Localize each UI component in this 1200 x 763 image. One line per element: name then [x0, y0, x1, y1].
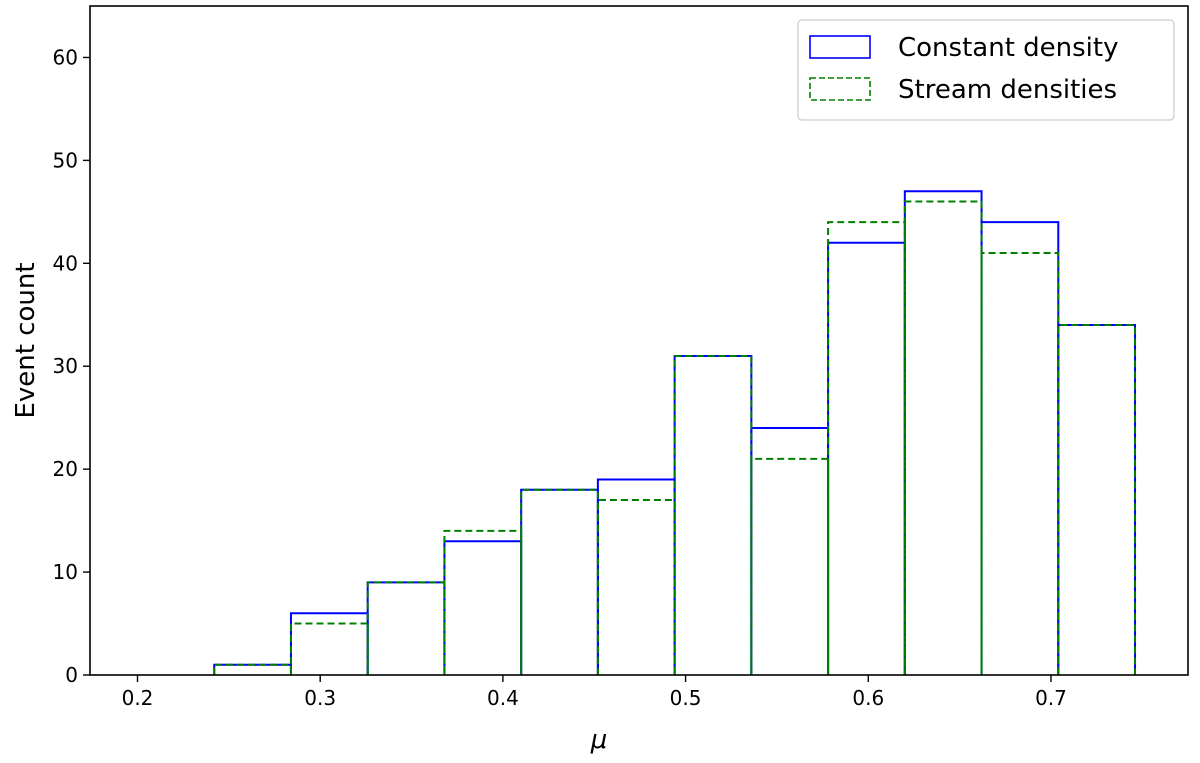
histogram-bar	[1057, 324, 1137, 675]
plot-frame	[89, 5, 1189, 676]
histogram-bar	[596, 499, 676, 675]
y-tick-label: 30	[53, 354, 78, 378]
histogram-bar	[1057, 324, 1137, 675]
histogram-bar	[750, 426, 830, 675]
histogram-bar	[213, 663, 292, 675]
histogram-bar	[673, 354, 753, 675]
histogram-bar	[520, 488, 599, 675]
legend-label: Constant density	[898, 33, 1118, 63]
histogram-bar	[673, 354, 753, 675]
histogram-bar	[443, 529, 523, 675]
legend-label: Stream densities	[898, 75, 1117, 105]
histogram-bar	[903, 190, 983, 675]
y-tick-label: 10	[53, 560, 78, 584]
x-tick-label: 0.6	[852, 686, 884, 710]
histogram-bar	[596, 478, 676, 675]
x-axis-title: μ	[590, 725, 608, 755]
y-axis-title: Event count	[11, 262, 41, 418]
histogram-bar	[980, 252, 1060, 675]
x-tick-label: 0.2	[122, 686, 154, 710]
histogram-bar	[366, 581, 446, 675]
x-tick-label: 0.4	[487, 686, 519, 710]
legend-box	[797, 19, 1175, 121]
legend-swatch	[809, 35, 871, 59]
histogram-bar	[443, 540, 523, 675]
series-stream-densities	[213, 200, 1137, 675]
histogram-bar	[903, 200, 983, 675]
histogram-bar	[980, 221, 1060, 675]
x-tick-label: 0.5	[670, 686, 702, 710]
histogram-bar	[289, 622, 369, 675]
histogram-bar	[213, 663, 292, 675]
histogram-bar	[520, 488, 599, 675]
histogram-bar	[827, 241, 906, 675]
y-tick-label: 20	[53, 457, 78, 481]
histogram-bar	[750, 457, 830, 675]
y-tick-label: 50	[53, 148, 78, 172]
y-tick-label: 0	[65, 663, 78, 687]
y-tick-label: 60	[53, 45, 78, 69]
histogram-bar	[289, 612, 369, 675]
x-tick-label: 0.3	[304, 686, 336, 710]
histogram-bar	[366, 581, 446, 675]
y-tick-label: 40	[53, 251, 78, 275]
legend-swatch	[809, 77, 871, 101]
histogram-bar	[827, 221, 906, 675]
x-tick-label: 0.7	[1035, 686, 1067, 710]
